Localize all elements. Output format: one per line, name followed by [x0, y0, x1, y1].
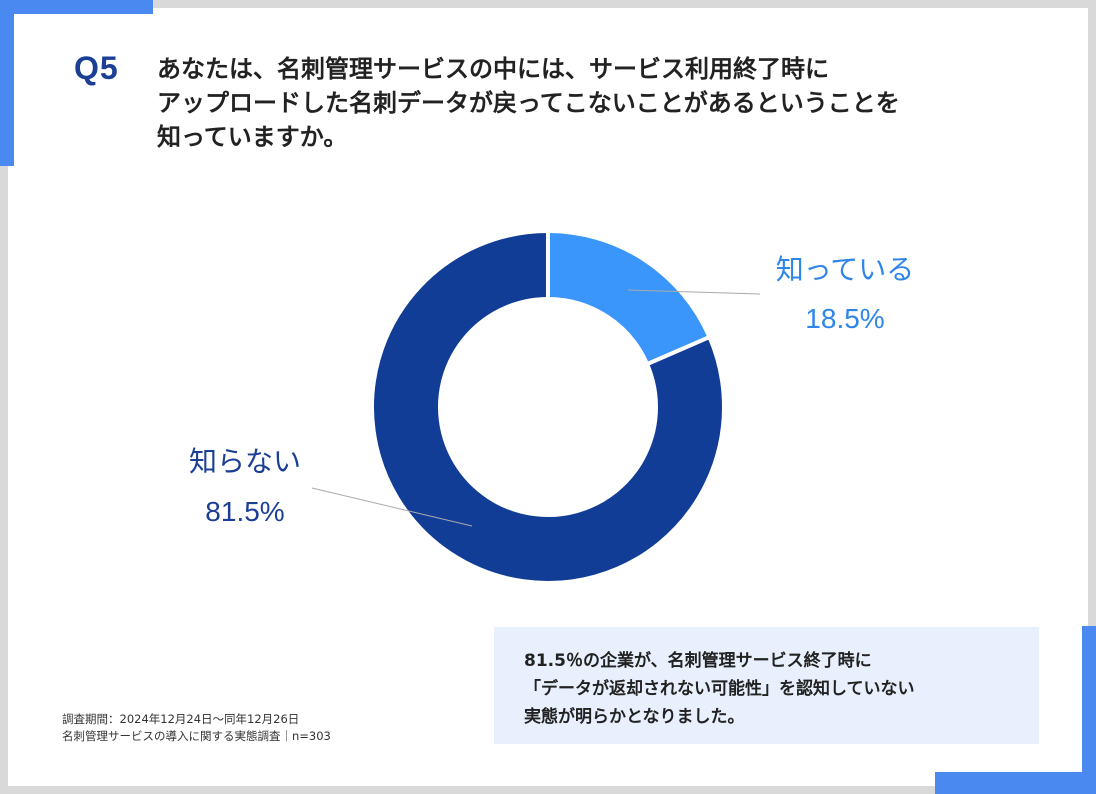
summary-line-2: 「データが返却されない可能性」を認知していない [524, 679, 915, 699]
donut-slice-unknown [370, 228, 726, 585]
summary-box: 81.5％の企業が、名刺管理サービス終了時に 「データが返却されない可能性」を認… [494, 627, 1039, 744]
corner-accent-left [0, 0, 14, 166]
question-number: Q5 [74, 50, 119, 86]
donut-slice-known [546, 228, 713, 367]
corner-accent-bottom-right [935, 772, 1096, 794]
summary-line-3: 実態が明らかとなりました。 [524, 707, 745, 727]
slice-label-unknown: 知らない [188, 445, 301, 478]
question-line-1: あなたは、名刺管理サービスの中には、サービス利用終了時に [157, 55, 829, 83]
survey-name: 名刺管理サービスの導入に関する実態調査｜n=303 [62, 729, 331, 743]
summary-line-1: 81.5％の企業が、名刺管理サービス終了時に [524, 651, 872, 671]
question-line-3: 知っていますか。 [157, 123, 348, 151]
corner-accent-right [1082, 626, 1096, 794]
footnote: 調査期間：2024年12月24日～同年12月26日 名刺管理サービスの導入に関す… [62, 711, 331, 745]
question-text: あなたは、名刺管理サービスの中には、サービス利用終了時に アップロードした名刺デ… [157, 52, 1037, 154]
leader-line-unknown [311, 487, 473, 527]
slice-value-known: 18.5% [805, 303, 885, 334]
survey-period: 調査期間：2024年12月24日～同年12月26日 [62, 712, 300, 726]
slice-value-unknown: 81.5% [205, 496, 285, 527]
slice-label-known: 知っている [775, 253, 915, 286]
leader-line-known [627, 289, 761, 295]
question-line-2: アップロードした名刺データが戻ってこないことがあるということを [157, 89, 900, 117]
corner-accent-top-left [0, 0, 153, 14]
